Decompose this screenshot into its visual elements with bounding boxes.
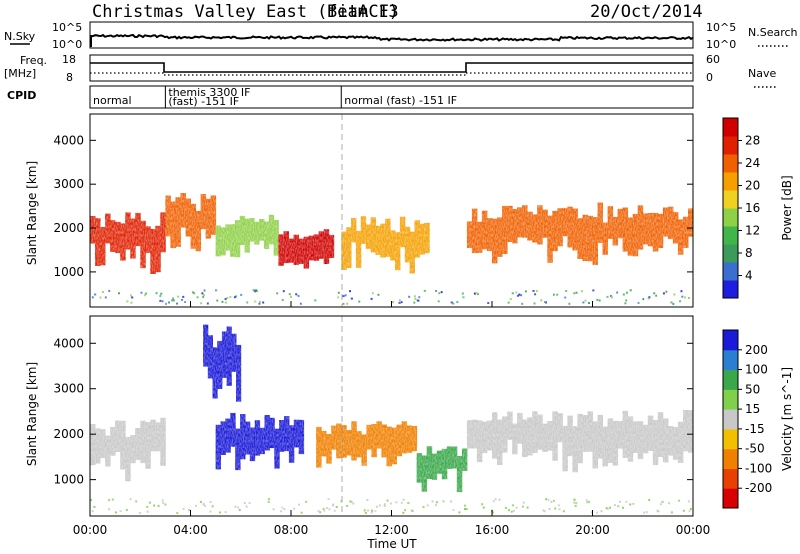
y-tick-label: 4000: [53, 133, 84, 147]
power-x-ticks: [89, 301, 694, 307]
colorbar-segment: [723, 154, 738, 173]
y-tick-label: 2000: [53, 221, 84, 235]
velocity-panel: 4000 3000 2000 1000 00:00 04:00 08:00 12:00 16:…: [25, 315, 794, 551]
colorbar-tick-label: 50: [745, 382, 760, 396]
colorbar-tick-label: -200: [745, 481, 772, 495]
freq-label-2: [MHz]: [4, 67, 36, 80]
colorbar-segment: [723, 330, 738, 351]
colorbar-segment: [723, 349, 738, 371]
freq-frame: [89, 54, 694, 82]
colorbar-segment: [723, 208, 738, 227]
colorbar-tick-label: -15: [745, 422, 765, 436]
colorbar-segment: [723, 448, 738, 469]
nave-tick-top: 60: [706, 53, 720, 66]
y-tick-label: 4000: [53, 336, 84, 350]
power-ylabel: Slant Range [km]: [25, 161, 39, 265]
plot-title: Christmas Valley East (fitACF): [92, 2, 399, 22]
cpid-label: CPID: [7, 89, 36, 102]
nsearch-tick-top: 10^5: [706, 21, 736, 34]
colorbar-tick-label: 28: [745, 134, 760, 148]
colorbar-segment: [723, 369, 738, 390]
colorbar-tick-label: -100: [745, 461, 772, 475]
time-axis-label: Time UT: [366, 537, 417, 551]
x-tick-label: 00:00: [676, 523, 711, 537]
freq-panel: Freq. [MHz] 18 8 60 0 Nave: [4, 53, 778, 88]
colorbar-tick-label: 200: [745, 343, 768, 357]
x-tick-label: 20:00: [575, 523, 610, 537]
colorbar-segment: [723, 409, 738, 430]
velocity-colorbar-frame: [722, 329, 739, 509]
velocity-colorbar: 200 100 50 15 -15 -50 -100 -200 Velocity [m s^-…: [722, 329, 794, 509]
colorbar-tick-label: -50: [745, 442, 765, 456]
nsky-frame: [89, 21, 694, 49]
x-tick-label: 04:00: [173, 523, 208, 537]
x-tick-label: 12:00: [374, 523, 409, 537]
y-tick-label: 3000: [53, 177, 84, 191]
colorbar-segment: [723, 280, 738, 299]
colorbar-segment: [723, 172, 738, 191]
power-colorbar: 28 24 20 16 12 8 4 Power [dB]: [722, 117, 794, 299]
y-tick-label: 2000: [53, 427, 84, 441]
colorbar-segment: [723, 226, 738, 245]
y-tick-label: 1000: [53, 473, 84, 487]
nave-label: Nave: [748, 67, 776, 80]
x-tick-label: 00:00: [73, 523, 108, 537]
x-tick-label: 16:00: [475, 523, 510, 537]
colorbar-segment: [723, 118, 738, 137]
velocity-y-ticks: 4000 3000 2000 1000: [53, 336, 693, 487]
cpid-segment-label: (fast) -151 IF: [168, 95, 239, 108]
nave-tick-bottom: 0: [706, 71, 713, 84]
colorbar-segment: [723, 244, 738, 263]
nsky-tick-bottom: 10^0: [52, 38, 82, 51]
power-panel: 4000 3000 2000 1000 Slant Range [km] 28 24 20…: [25, 113, 794, 308]
nsky-panel: N.Sky 10^5 10^0 10^5 10^0 N.Search: [4, 21, 798, 51]
colorbar-tick-label: 16: [745, 201, 760, 215]
colorbar-tick-label: 8: [745, 246, 753, 260]
freq-series: [90, 62, 693, 73]
colorbar-segment: [723, 262, 738, 281]
colorbar-segment: [723, 136, 738, 155]
nsky-series: [90, 33, 694, 47]
y-tick-label: 3000: [53, 382, 84, 396]
cpid-segment-label: normal (fast) -151 IF: [344, 94, 457, 107]
colorbar-tick-label: 24: [745, 156, 760, 170]
colorbar-segment: [723, 428, 738, 450]
colorbar-tick-label: 15: [745, 402, 760, 416]
velocity-texture: [90, 316, 693, 516]
nsky-label: N.Sky: [4, 30, 36, 43]
power-y-ticks: 4000 3000 2000 1000: [53, 133, 693, 279]
velocity-x-ticks: 00:00 04:00 08:00 12:00 16:00 20:00 00:00: [73, 510, 711, 537]
nave-series: [90, 72, 693, 76]
colorbar-segment: [723, 190, 738, 209]
cpid-segments: normal themis 3300 IF(fast) -151 IF normal…: [89, 86, 457, 108]
colorbar-tick-label: 20: [745, 179, 760, 193]
cpid-segment-label: normal: [93, 94, 132, 107]
nsearch-tick-bottom: 10^0: [706, 38, 736, 51]
nsky-tick-top: 10^5: [52, 21, 82, 34]
date-label: 20/Oct/2014: [590, 2, 703, 22]
colorbar-tick-label: 4: [745, 269, 753, 283]
colorbar-segment: [723, 468, 738, 489]
power-texture: [90, 114, 693, 307]
freq-tick-top: 18: [62, 53, 76, 66]
x-tick-label: 08:00: [274, 523, 309, 537]
colorbar-segment: [723, 389, 738, 410]
velocity-ylabel: Slant Range [km]: [25, 362, 39, 466]
velocity-colorbar-label: Velocity [m s^-1]: [780, 367, 794, 471]
power-colorbar-label: Power [dB]: [780, 175, 794, 240]
colorbar-segment: [723, 488, 738, 509]
beam-label: Beam 13: [327, 2, 399, 22]
y-tick-label: 1000: [53, 265, 84, 279]
nsearch-label: N.Search: [748, 26, 798, 39]
colorbar-tick-label: 100: [745, 363, 768, 377]
freq-tick-bottom: 8: [66, 71, 73, 84]
colorbar-tick-label: 12: [745, 224, 760, 238]
freq-label-1: Freq.: [20, 54, 47, 67]
cpid-segment-label: themis 3300 IF: [168, 86, 250, 99]
